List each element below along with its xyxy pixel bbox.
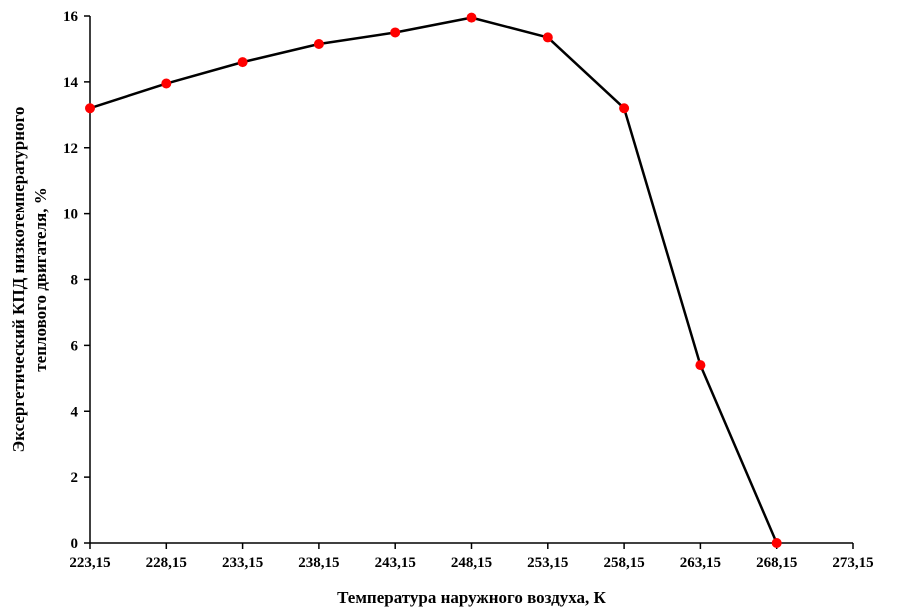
x-tick-label: 233,15 (222, 555, 263, 571)
x-tick-label: 223,15 (69, 555, 110, 571)
x-tick-label: 263,15 (680, 555, 721, 571)
axes (89, 16, 853, 544)
x-axis-title: Температура наружного воздуха, К (337, 588, 606, 607)
data-point (390, 27, 401, 38)
x-tick-label: 243,15 (375, 555, 416, 571)
x-tick-label: 258,15 (603, 555, 644, 571)
series-layer (85, 12, 782, 548)
data-point (313, 38, 324, 49)
data-point (85, 103, 95, 114)
y-tick-label: 4 (71, 404, 79, 420)
data-point (619, 103, 630, 114)
x-tick-label: 238,15 (298, 555, 339, 571)
y-axis-title-line1: Эксергетический КПД низкотемпературного (9, 107, 28, 453)
x-tick-label: 248,15 (451, 555, 492, 571)
data-point (695, 360, 706, 371)
x-ticks: 223,15 228,15 233,15 238,15 243,15 248,15 253,… (69, 543, 874, 571)
y-tick-label: 10 (63, 207, 78, 223)
data-point (237, 57, 248, 68)
data-point (161, 78, 172, 89)
data-point (466, 12, 477, 23)
x-tick-label: 253,15 (527, 555, 568, 571)
y-tick-label: 8 (71, 273, 79, 289)
data-point (542, 32, 553, 43)
x-tick-label: 268,15 (756, 555, 797, 571)
y-tick-label: 6 (71, 338, 79, 354)
x-tick-label: 228,15 (146, 555, 187, 571)
x-tick-label: 273,15 (832, 555, 873, 571)
y-tick-label: 2 (71, 470, 79, 486)
y-axis-title: Эксергетический КПД низкотемпературного … (9, 107, 50, 453)
y-tick-label: 14 (63, 75, 79, 91)
y-tick-label: 0 (71, 536, 79, 552)
series-line (89, 16, 778, 544)
y-tick-label: 16 (63, 9, 79, 25)
data-point (771, 538, 782, 548)
y-axis-title-line2: теплового двигателя, % (31, 187, 50, 371)
y-tick-label: 12 (63, 141, 78, 157)
y-ticks: 0 2 4 6 8 10 12 14 16 (63, 9, 90, 552)
